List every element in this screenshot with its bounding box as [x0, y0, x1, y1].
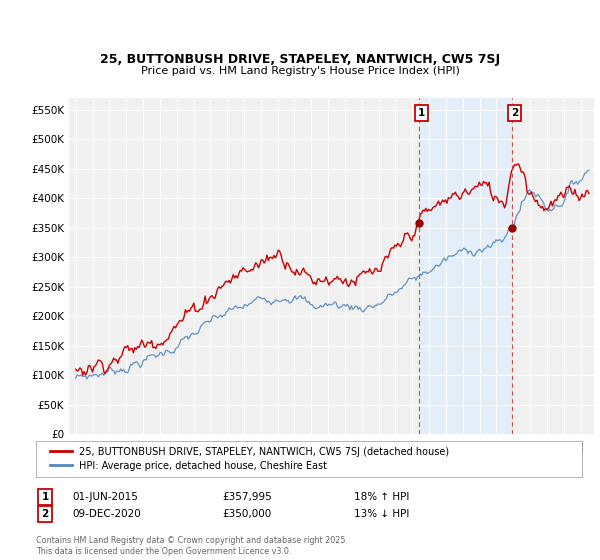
Text: 01-JUN-2015: 01-JUN-2015: [72, 492, 138, 502]
Text: 18% ↑ HPI: 18% ↑ HPI: [354, 492, 409, 502]
Text: 25, BUTTONBUSH DRIVE, STAPELEY, NANTWICH, CW5 7SJ: 25, BUTTONBUSH DRIVE, STAPELEY, NANTWICH…: [100, 53, 500, 66]
Text: Contains HM Land Registry data © Crown copyright and database right 2025.
This d: Contains HM Land Registry data © Crown c…: [36, 536, 348, 556]
Text: 1: 1: [418, 108, 425, 118]
Text: 09-DEC-2020: 09-DEC-2020: [72, 509, 141, 519]
Text: 13% ↓ HPI: 13% ↓ HPI: [354, 509, 409, 519]
Text: £350,000: £350,000: [222, 509, 271, 519]
Bar: [419, 98, 512, 434]
Text: 2: 2: [41, 509, 49, 519]
Legend: 25, BUTTONBUSH DRIVE, STAPELEY, NANTWICH, CW5 7SJ (detached house), HPI: Average: 25, BUTTONBUSH DRIVE, STAPELEY, NANTWICH…: [46, 443, 454, 475]
Text: 2: 2: [511, 108, 518, 118]
Text: £357,995: £357,995: [222, 492, 272, 502]
Text: 1: 1: [41, 492, 49, 502]
Text: Price paid vs. HM Land Registry's House Price Index (HPI): Price paid vs. HM Land Registry's House …: [140, 66, 460, 76]
